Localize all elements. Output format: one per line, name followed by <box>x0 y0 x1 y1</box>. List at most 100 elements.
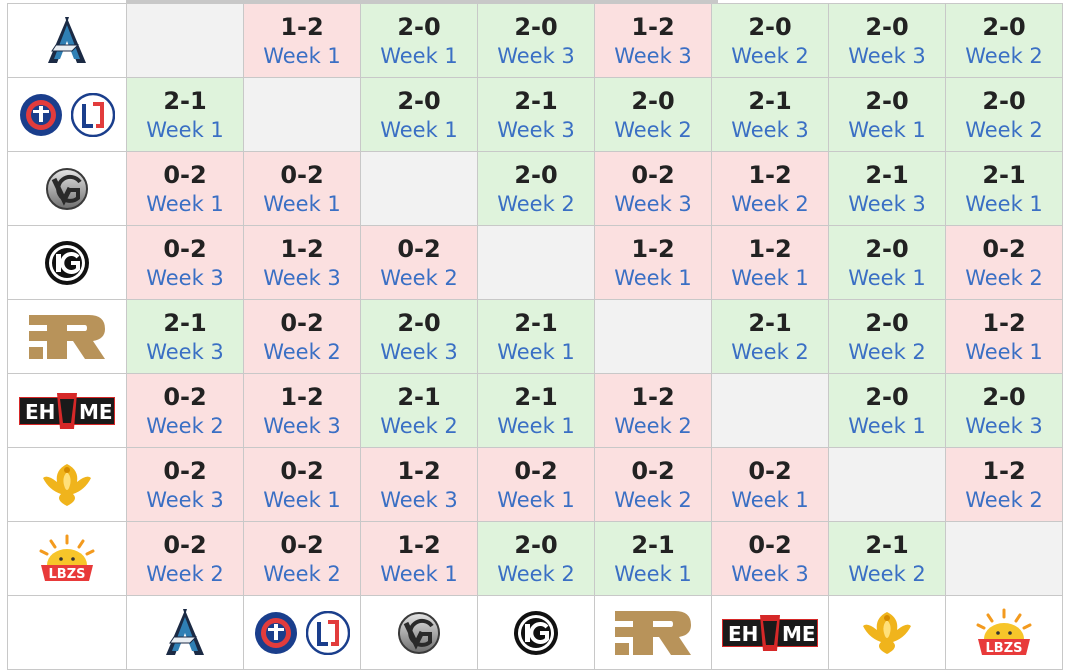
ehome-logo-icon: EH ME <box>19 392 115 429</box>
col-logo-psg-lgd <box>243 595 361 670</box>
match-week-link[interactable]: Week 2 <box>497 191 575 216</box>
match-score: 0-2 <box>163 530 207 559</box>
match-score: 2-0 <box>514 160 558 189</box>
row-logo-psg-lgd <box>7 77 127 152</box>
col-logo-lbzs: LBZS <box>945 595 1063 670</box>
match-week-link[interactable]: Week 1 <box>848 413 926 438</box>
match-week-link[interactable]: Week 2 <box>263 561 341 586</box>
match-week-link[interactable]: Week 1 <box>380 43 458 68</box>
match-score: 1-2 <box>748 160 792 189</box>
match-result-cell: 2-0 Week 2 <box>828 299 946 374</box>
match-week-link[interactable]: Week 1 <box>380 561 458 586</box>
match-week-link[interactable]: Week 1 <box>146 191 224 216</box>
match-week-link[interactable]: Week 2 <box>965 487 1043 512</box>
match-week-link[interactable]: Week 3 <box>263 265 341 290</box>
match-result-cell: 0-2 Week 3 <box>126 447 244 522</box>
row-logo-ehome: EH ME <box>7 373 127 448</box>
match-week-link[interactable]: Week 1 <box>614 265 692 290</box>
match-week-link[interactable]: Week 1 <box>263 487 341 512</box>
match-score: 2-0 <box>397 86 441 115</box>
match-week-link[interactable]: Week 1 <box>848 117 926 142</box>
match-score: 2-1 <box>748 86 792 115</box>
lgd-logo-icon <box>71 92 115 137</box>
match-result-cell: 2-1 Week 1 <box>594 521 712 596</box>
match-week-link[interactable]: Week 3 <box>380 339 458 364</box>
match-week-link[interactable]: Week 2 <box>848 339 926 364</box>
col-logo-alliance <box>126 595 244 670</box>
match-score: 1-2 <box>982 456 1026 485</box>
match-week-link[interactable]: Week 3 <box>731 561 809 586</box>
match-week-link[interactable]: Week 1 <box>965 339 1043 364</box>
match-week-link[interactable]: Week 1 <box>614 561 692 586</box>
match-week-link[interactable]: Week 1 <box>731 487 809 512</box>
lbzs-logo-icon: LBZS <box>976 608 1032 656</box>
match-week-link[interactable]: Week 3 <box>497 43 575 68</box>
match-week-link[interactable]: Week 2 <box>965 265 1043 290</box>
match-week-link[interactable]: Week 2 <box>614 413 692 438</box>
row-logo-invictus-gaming <box>7 225 127 300</box>
match-week-link[interactable]: Week 1 <box>848 265 926 290</box>
match-week-link[interactable]: Week 2 <box>497 561 575 586</box>
match-week-link[interactable]: Week 1 <box>497 339 575 364</box>
match-score: 1-2 <box>982 308 1026 337</box>
match-week-link[interactable]: Week 2 <box>263 339 341 364</box>
match-week-link[interactable]: Week 1 <box>497 487 575 512</box>
match-score: 2-1 <box>397 382 441 411</box>
match-result-cell: 2-0 Week 1 <box>360 3 478 78</box>
table-row: 0-2 Week 3 1-2 Week 3 0-2 Week 2 1-2 Week 1 1-2 W… <box>7 225 1063 300</box>
match-week-link[interactable]: Week 1 <box>497 413 575 438</box>
row-logo-alliance <box>7 3 127 78</box>
match-week-link[interactable]: Week 2 <box>614 117 692 142</box>
svg-text:LBZS: LBZS <box>49 567 86 582</box>
match-week-link[interactable]: Week 3 <box>146 339 224 364</box>
match-week-link[interactable]: Week 3 <box>146 487 224 512</box>
match-week-link[interactable]: Week 2 <box>380 413 458 438</box>
match-score: 0-2 <box>163 382 207 411</box>
match-week-link[interactable]: Week 1 <box>263 191 341 216</box>
match-score: 2-0 <box>865 12 909 41</box>
match-week-link[interactable]: Week 3 <box>731 117 809 142</box>
match-result-cell: 0-2 Week 1 <box>126 151 244 226</box>
column-header-row: EH ME LBZS <box>7 595 1063 670</box>
match-week-link[interactable]: Week 3 <box>848 191 926 216</box>
match-week-link[interactable]: Week 2 <box>965 117 1043 142</box>
col-logo-royal-never-give-up <box>594 595 712 670</box>
match-week-link[interactable]: Week 2 <box>965 43 1043 68</box>
match-result-cell: 1-2 Week 1 <box>360 521 478 596</box>
table-row: 1-2 Week 1 2-0 Week 1 2-0 Week 3 1-2 Week 3 2-0 W… <box>7 3 1063 78</box>
match-result-cell: 1-2 Week 2 <box>945 447 1063 522</box>
svg-text:ME: ME <box>79 400 113 424</box>
match-week-link[interactable]: Week 2 <box>614 487 692 512</box>
match-week-link[interactable]: Week 1 <box>146 117 224 142</box>
match-week-link[interactable]: Week 3 <box>380 487 458 512</box>
match-week-link[interactable]: Week 2 <box>146 561 224 586</box>
match-week-link[interactable]: Week 2 <box>731 191 809 216</box>
match-week-link[interactable]: Week 3 <box>614 43 692 68</box>
invictus-gaming-logo-icon <box>514 610 558 655</box>
match-week-link[interactable]: Week 1 <box>965 191 1043 216</box>
match-week-link[interactable]: Week 2 <box>146 413 224 438</box>
match-score: 0-2 <box>280 308 324 337</box>
match-week-link[interactable]: Week 2 <box>731 43 809 68</box>
match-week-link[interactable]: Week 2 <box>731 339 809 364</box>
match-week-link[interactable]: Week 3 <box>263 413 341 438</box>
match-result-cell: 2-0 Week 2 <box>594 77 712 152</box>
match-week-link[interactable]: Week 3 <box>614 191 692 216</box>
match-result-cell: 0-2 Week 2 <box>126 521 244 596</box>
match-score: 0-2 <box>631 456 675 485</box>
match-score: 2-0 <box>865 86 909 115</box>
row-logo-royal-never-give-up <box>7 299 127 374</box>
match-week-link[interactable]: Week 2 <box>380 265 458 290</box>
match-result-cell: 2-1 Week 3 <box>828 151 946 226</box>
match-week-link[interactable]: Week 3 <box>146 265 224 290</box>
match-week-link[interactable]: Week 3 <box>848 43 926 68</box>
match-week-link[interactable]: Week 3 <box>965 413 1043 438</box>
match-result-cell: 2-1 Week 1 <box>477 299 595 374</box>
match-week-link[interactable]: Week 3 <box>497 117 575 142</box>
match-result-cell: 2-0 Week 2 <box>945 3 1063 78</box>
match-week-link[interactable]: Week 2 <box>848 561 926 586</box>
match-score: 0-2 <box>748 530 792 559</box>
match-week-link[interactable]: Week 1 <box>731 265 809 290</box>
match-week-link[interactable]: Week 1 <box>380 117 458 142</box>
match-week-link[interactable]: Week 1 <box>263 43 341 68</box>
